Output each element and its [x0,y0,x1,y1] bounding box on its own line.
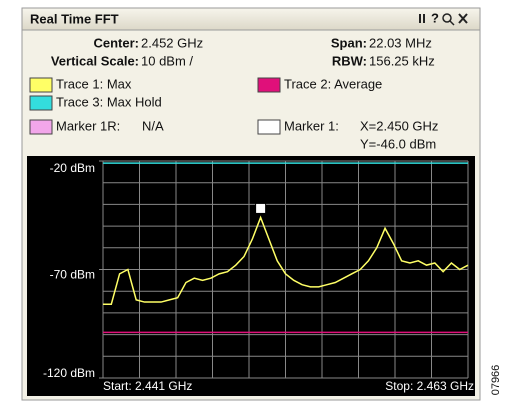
y-tick-label: -20 dBm [50,161,95,175]
title-bar [21,7,481,31]
marker-swatch [257,119,281,135]
pause-icon[interactable] [419,14,421,23]
legend-swatch [29,77,53,93]
trace [103,215,469,305]
rbw-label: RBW: [332,53,367,68]
legend-swatch [29,95,53,111]
zoom-icon[interactable] [442,13,455,26]
x-stop-label: Stop: 2.463 GHz [385,379,474,393]
legend-label: Trace 2: Average [284,76,382,91]
span-value: 22.03 MHz [369,35,432,50]
legend-label: Trace 1: Max [56,76,132,91]
pause-icon[interactable] [423,14,425,23]
marker-box [255,202,267,214]
marker-x: X=2.450 GHz [360,118,438,133]
x-start-label: Start: 2.441 GHz [103,379,192,393]
center-value: 2.452 GHz [141,35,203,50]
rbw-value: 156.25 kHz [369,53,435,68]
y-tick-label: -120 dBm [43,366,95,380]
marker-name: Marker 1R: [56,118,120,133]
legend-swatch [257,77,281,93]
vscale-label: Vertical Scale: [51,53,139,68]
help-icon[interactable]: ? [431,10,439,25]
marker-value: N/A [142,118,164,133]
figure-id: 07966 [490,365,502,396]
span-label: Span: [331,35,367,50]
legend-label: Trace 3: Max Hold [56,94,162,109]
y-tick-label: -70 dBm [50,268,95,282]
window-title: Real Time FFT [30,11,119,26]
marker-swatch [29,119,53,135]
marker-name: Marker 1: [284,118,339,133]
close-icon[interactable] [458,13,468,24]
vscale-value: 10 dBm / [141,53,193,68]
center-label: Center: [93,35,139,50]
marker-y: Y=-46.0 dBm [360,136,436,151]
